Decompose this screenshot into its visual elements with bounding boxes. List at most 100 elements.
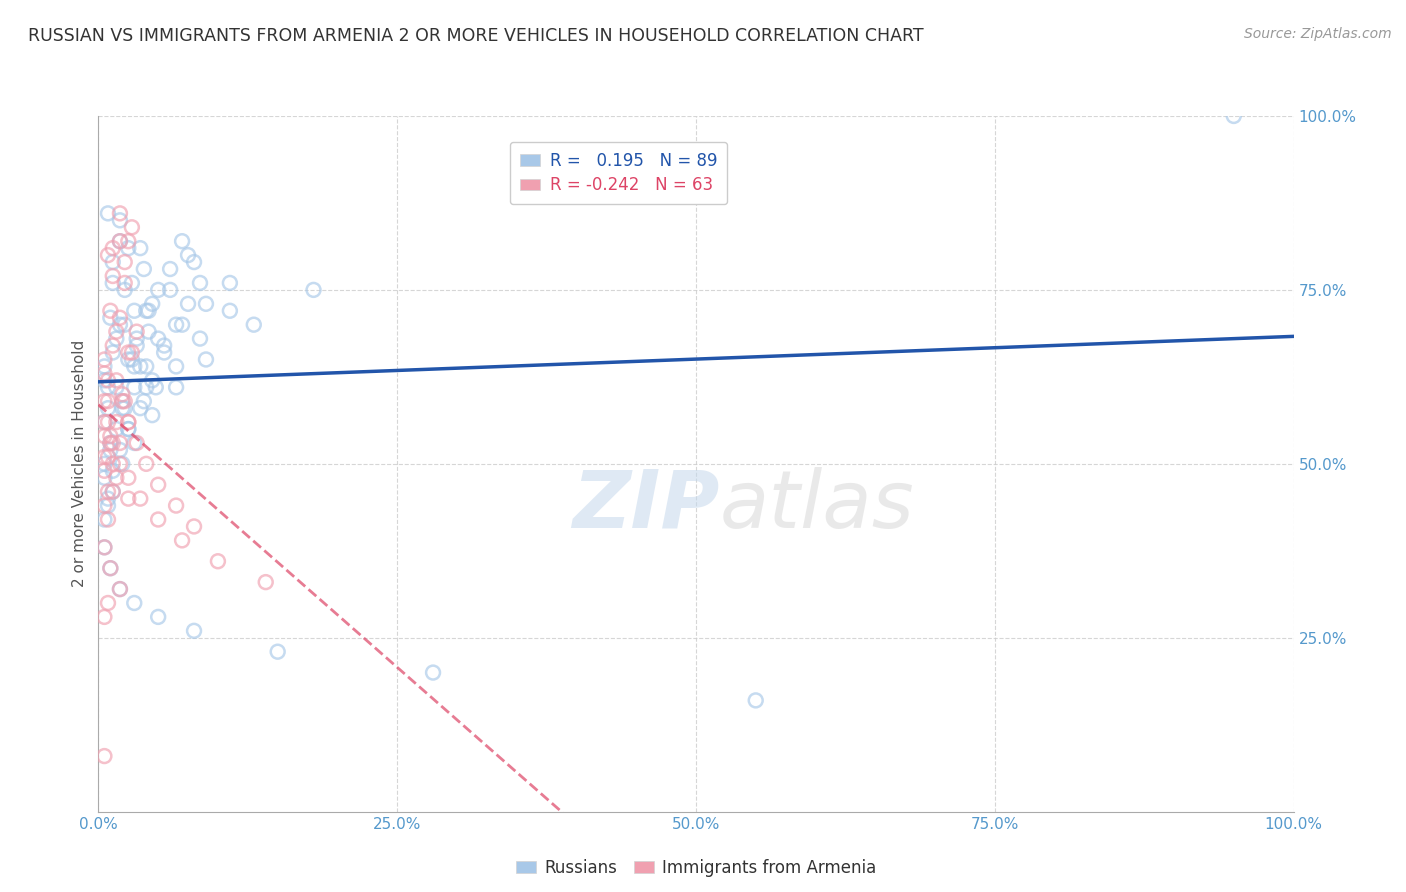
- Point: [93, 457, 115, 471]
- Point: [98, 303, 122, 318]
- Text: atlas: atlas: [720, 467, 915, 545]
- Point: [172, 318, 194, 332]
- Point: [745, 693, 768, 707]
- Point: [98, 561, 122, 575]
- Point: [183, 624, 205, 638]
- Point: [219, 303, 242, 318]
- Point: [97, 206, 120, 220]
- Point: [124, 303, 146, 318]
- Point: [105, 332, 128, 346]
- Point: [125, 338, 148, 352]
- Point: [125, 436, 148, 450]
- Point: [101, 464, 124, 478]
- Point: [93, 450, 115, 464]
- Point: [101, 241, 124, 255]
- Point: [117, 471, 139, 485]
- Point: [108, 234, 131, 248]
- Point: [111, 394, 134, 409]
- Point: [165, 499, 187, 513]
- Point: [97, 596, 120, 610]
- Point: [101, 345, 124, 359]
- Point: [145, 380, 167, 394]
- Point: [97, 491, 120, 506]
- Point: [114, 318, 136, 332]
- Point: [97, 484, 120, 499]
- Point: [98, 561, 122, 575]
- Point: [1222, 109, 1246, 123]
- Point: [148, 610, 170, 624]
- Point: [97, 415, 120, 429]
- Point: [135, 359, 157, 374]
- Point: [121, 276, 143, 290]
- Point: [177, 248, 200, 262]
- Point: [124, 380, 146, 394]
- Point: [121, 352, 143, 367]
- Point: [108, 582, 131, 596]
- Point: [105, 325, 128, 339]
- Point: [101, 484, 124, 499]
- Point: [165, 318, 187, 332]
- Point: [101, 436, 124, 450]
- Point: [138, 325, 160, 339]
- Point: [148, 332, 170, 346]
- Point: [108, 310, 131, 325]
- Text: RUSSIAN VS IMMIGRANTS FROM ARMENIA 2 OR MORE VEHICLES IN HOUSEHOLD CORRELATION C: RUSSIAN VS IMMIGRANTS FROM ARMENIA 2 OR …: [28, 27, 924, 45]
- Point: [121, 220, 143, 235]
- Point: [93, 359, 115, 374]
- Point: [97, 394, 120, 409]
- Point: [188, 276, 211, 290]
- Point: [121, 345, 143, 359]
- Point: [138, 303, 160, 318]
- Point: [105, 380, 128, 394]
- Point: [108, 234, 131, 248]
- Point: [117, 491, 139, 506]
- Point: [101, 338, 124, 352]
- Point: [129, 491, 152, 506]
- Point: [159, 262, 181, 277]
- Point: [194, 297, 217, 311]
- Point: [97, 512, 120, 526]
- Point: [101, 484, 124, 499]
- Point: [219, 276, 242, 290]
- Point: [98, 436, 122, 450]
- Y-axis label: 2 or more Vehicles in Household: 2 or more Vehicles in Household: [72, 340, 87, 588]
- Point: [93, 464, 115, 478]
- Point: [114, 401, 136, 416]
- Point: [153, 345, 176, 359]
- Point: [93, 749, 115, 764]
- Point: [125, 325, 148, 339]
- Point: [105, 422, 128, 436]
- Point: [97, 248, 120, 262]
- Point: [129, 359, 152, 374]
- Point: [93, 610, 115, 624]
- Point: [124, 596, 146, 610]
- Point: [114, 283, 136, 297]
- Point: [148, 283, 170, 297]
- Point: [135, 380, 157, 394]
- Point: [165, 359, 187, 374]
- Point: [108, 582, 131, 596]
- Point: [135, 303, 157, 318]
- Point: [117, 415, 139, 429]
- Point: [108, 213, 131, 227]
- Point: [135, 457, 157, 471]
- Point: [165, 380, 187, 394]
- Point: [117, 415, 139, 429]
- Point: [172, 234, 194, 248]
- Point: [141, 408, 163, 422]
- Point: [98, 310, 122, 325]
- Point: [207, 554, 229, 568]
- Point: [141, 297, 163, 311]
- Point: [108, 318, 131, 332]
- Point: [98, 436, 122, 450]
- Point: [97, 499, 120, 513]
- Point: [114, 394, 136, 409]
- Point: [153, 338, 176, 352]
- Point: [141, 373, 163, 387]
- Point: [111, 394, 134, 409]
- Point: [105, 471, 128, 485]
- Point: [132, 394, 155, 409]
- Point: [108, 206, 131, 220]
- Point: [93, 512, 115, 526]
- Point: [114, 255, 136, 269]
